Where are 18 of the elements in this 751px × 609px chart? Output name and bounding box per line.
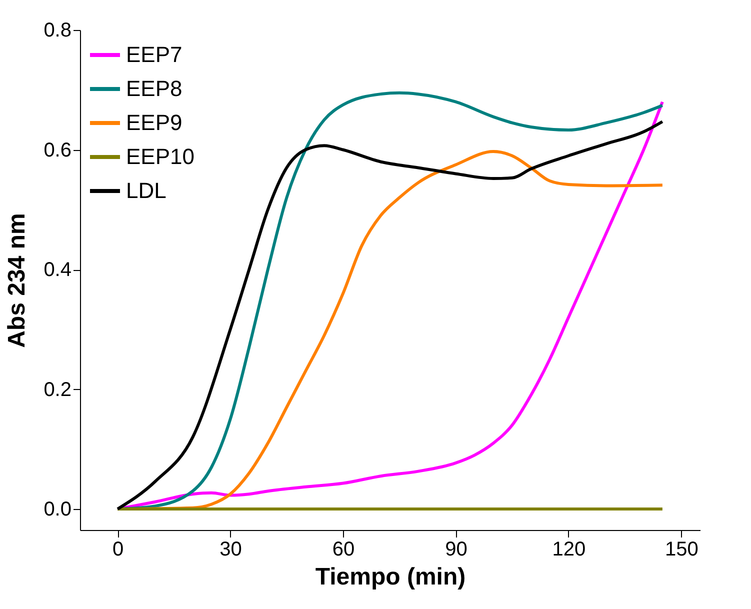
legend-label: EEP8 [126,76,182,101]
legend-label: EEP9 [126,110,182,135]
y-tick-label: 0.6 [44,139,72,162]
x-tick-label: 150 [665,538,698,560]
x-axis-title: Tiempo (min) [315,564,466,590]
legend-label: LDL [126,178,166,203]
x-tick-label: 0 [112,538,124,560]
legend-label: EEP10 [126,144,194,169]
x-tick-label: 60 [332,538,355,560]
x-tick-label: 120 [552,538,586,560]
legend-label: EEP7 [126,42,182,67]
x-tick-label: 30 [220,538,242,560]
y-axis-title: Abs 234 nm [4,213,31,348]
y-tick-label: 0.0 [44,498,72,521]
x-tick-label: 90 [445,538,468,560]
y-tick-label: 0.2 [44,378,72,401]
y-tick-label: 0.8 [44,20,72,42]
y-tick-label: 0.4 [44,259,72,282]
